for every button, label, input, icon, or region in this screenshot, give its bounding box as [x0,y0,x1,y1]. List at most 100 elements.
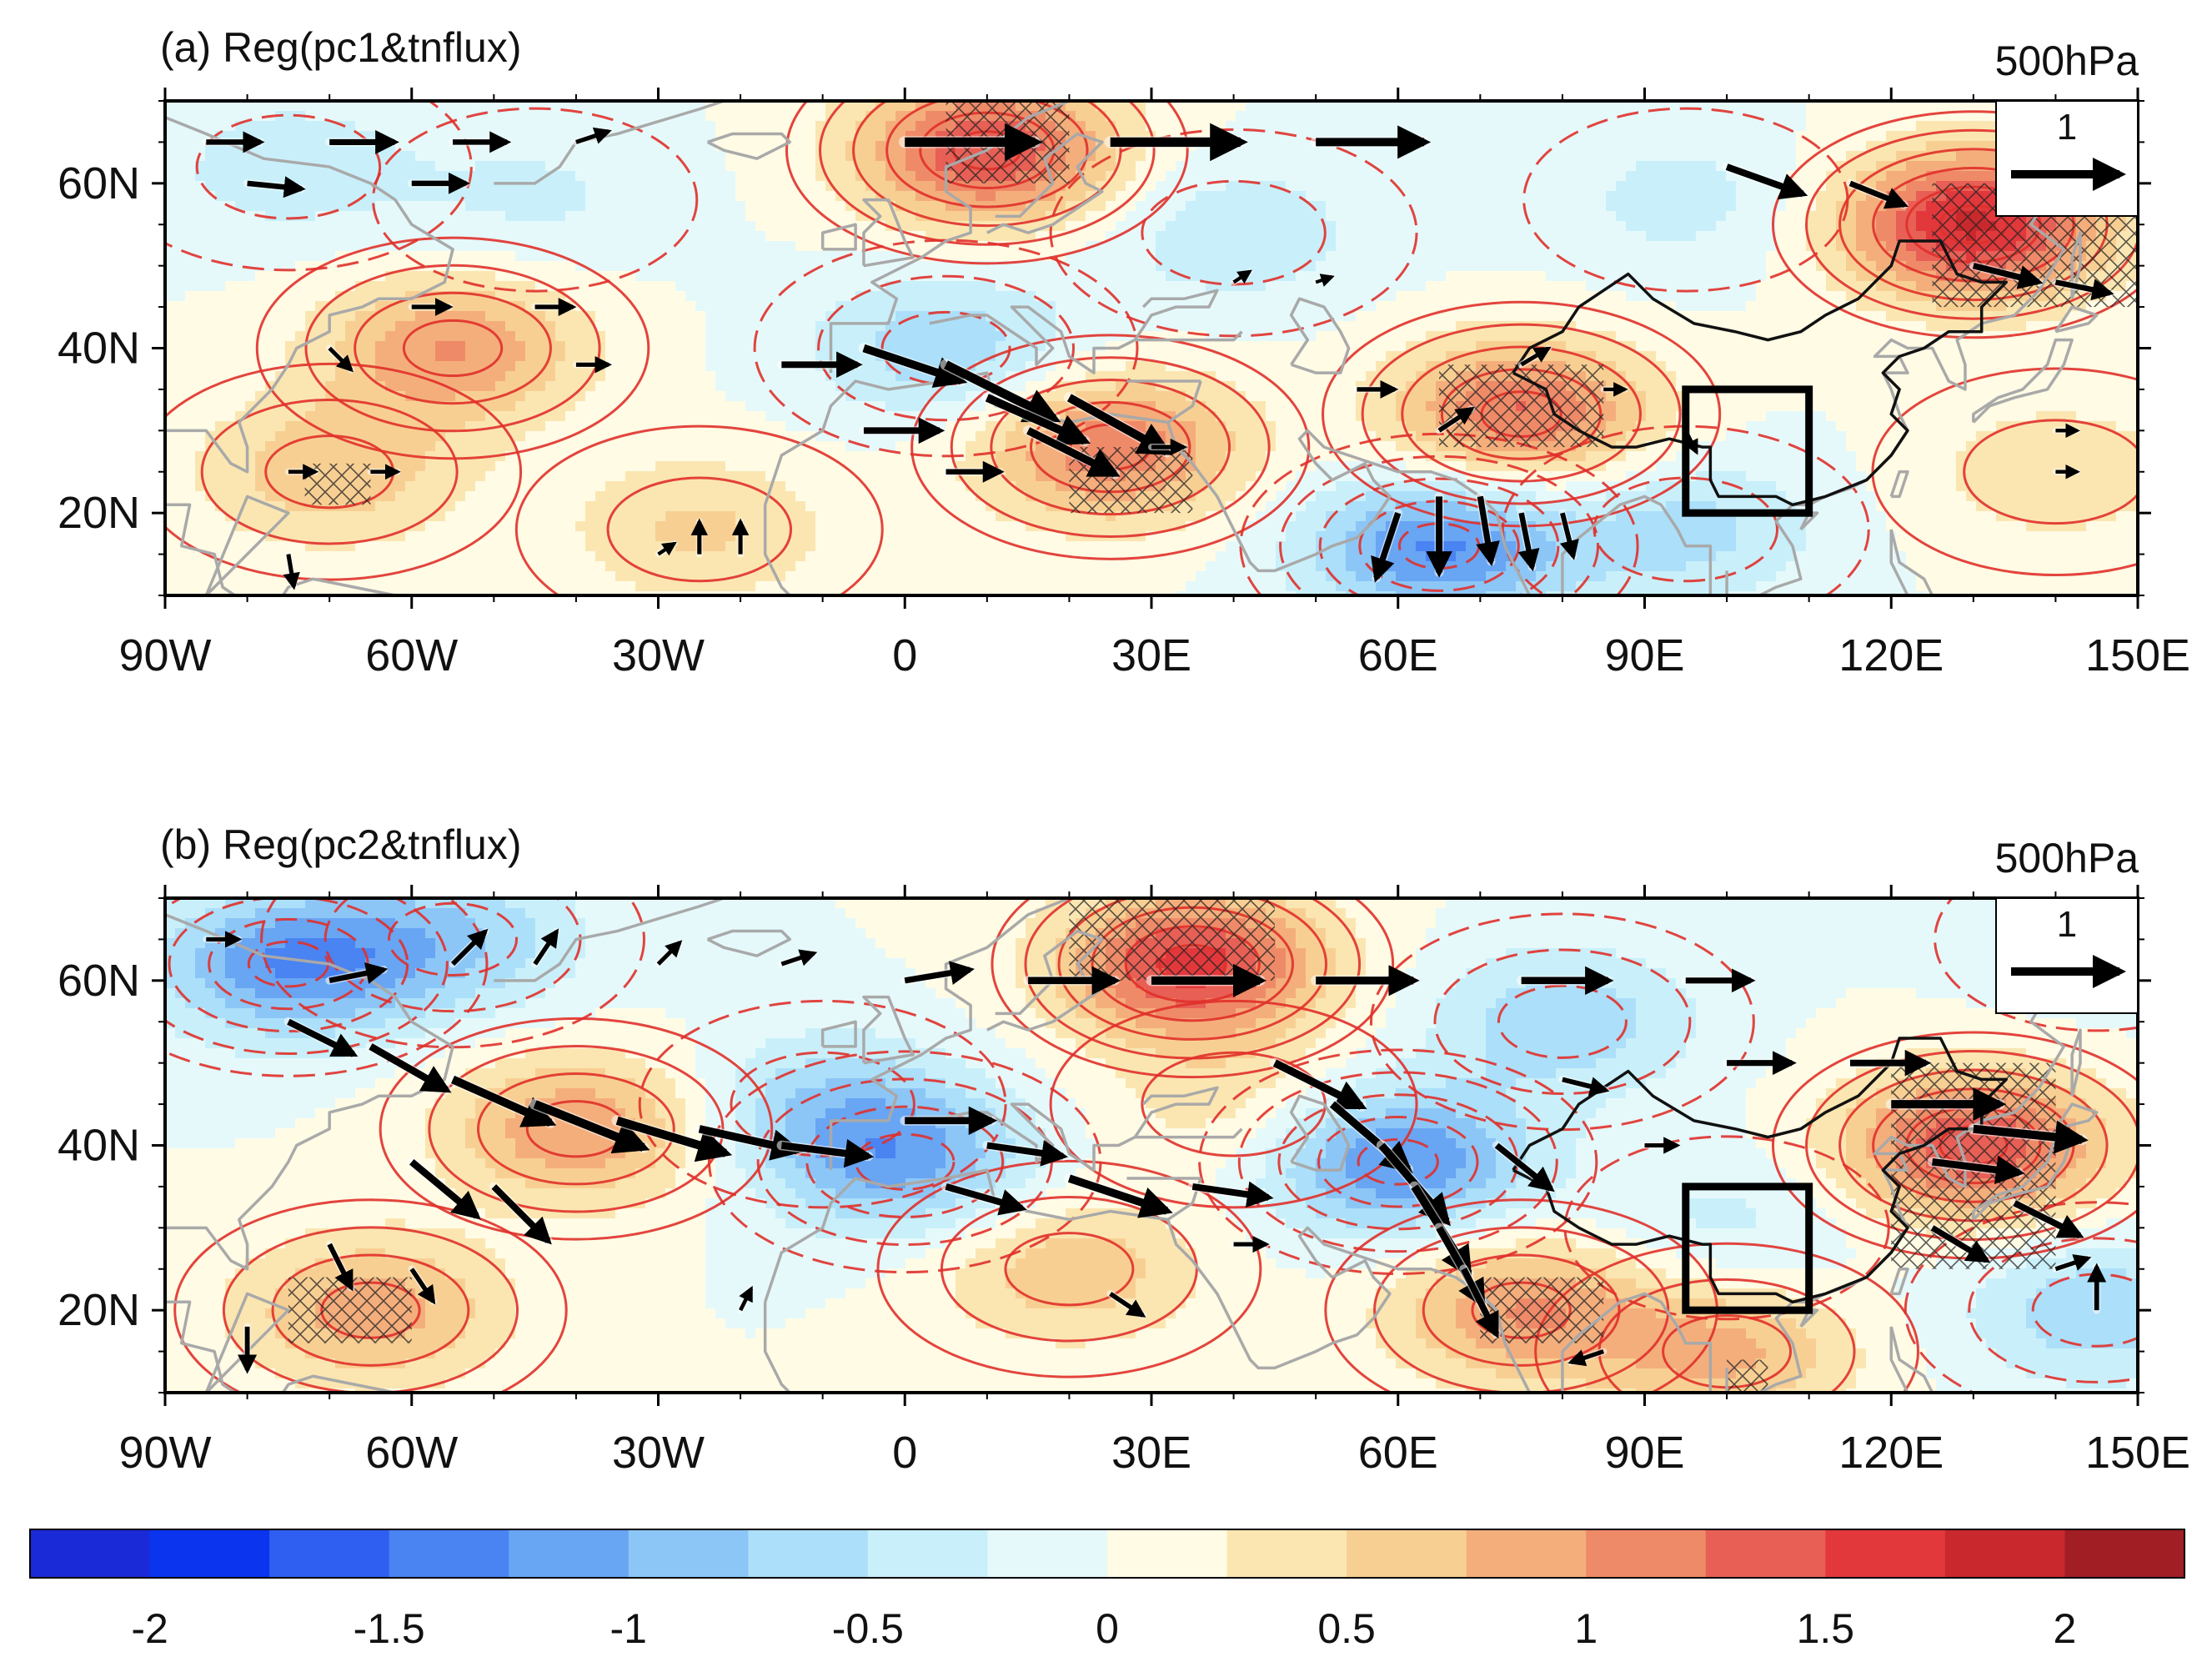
field-cell [1696,281,1707,292]
field-cell [1596,151,1607,162]
field-cell [735,201,746,212]
field-cell [1116,321,1126,332]
field-cell [1846,241,1857,252]
field-cell [1326,101,1337,112]
field-cell [305,131,316,142]
field-cell [1426,211,1437,222]
field-cell [825,141,836,152]
field-cell [1596,231,1607,242]
field-cell [1886,151,1897,162]
field-cell [485,151,496,162]
field-cell [1766,301,1777,312]
field-cell [255,171,266,182]
field-cell [355,341,366,352]
field-cell [1496,261,1507,272]
field-cell [385,341,396,352]
field-cell [325,191,336,202]
field-cell [705,231,716,242]
field-cell [385,221,396,232]
field-cell [1926,141,1937,152]
field-cell [925,291,936,302]
field-cell [215,201,226,212]
field-cell [1556,281,1567,292]
field-cell [1786,111,1797,122]
field-cell [545,201,556,212]
field-cell [986,341,996,352]
field-cell [705,181,716,192]
field-cell [1416,261,1427,272]
field-cell [1306,101,1317,112]
field-cell [775,211,786,222]
field-cell [1586,181,1597,192]
field-cell [265,351,276,362]
field-cell [575,191,586,202]
field-cell [1596,161,1607,172]
field-cell [1466,151,1477,162]
field-cell [1656,191,1667,202]
field-cell [735,141,746,152]
field-cell [1916,141,1927,152]
field-cell [285,151,296,162]
field-cell [465,331,476,342]
field-cell [335,101,346,112]
field-cell [255,201,266,212]
field-cell [535,351,546,362]
field-cell [1766,151,1777,162]
field-cell [615,191,626,202]
field-cell [1796,201,1807,212]
field-cell [1676,221,1687,232]
field-cell [1226,111,1236,122]
field-cell [335,341,346,352]
field-cell [455,231,466,242]
field-cell [1096,141,1106,152]
field-cell [1686,331,1697,342]
field-cell [385,311,396,322]
field-cell [755,191,766,202]
field-cell [915,261,926,272]
field-cell [835,261,846,272]
field-cell [335,241,346,252]
field-cell [425,121,436,132]
field-cell [735,181,746,192]
field-cell [935,321,946,332]
field-cell [1606,291,1617,302]
field-cell [1066,301,1076,312]
field-cell [1436,221,1447,232]
field-cell [415,171,426,182]
field-cell [966,281,976,292]
field-cell [1386,291,1397,302]
field-cell [1886,121,1897,132]
field-cell [1146,111,1156,122]
field-cell [1186,211,1196,222]
field-cell [775,151,786,162]
field-cell [1716,291,1727,302]
field-cell [215,191,226,202]
field-cell [1826,291,1837,302]
field-cell [685,171,696,182]
field-cell [1336,191,1347,202]
field-cell [1976,111,1987,122]
field-cell [1176,281,1186,292]
field-cell [1366,151,1377,162]
field-cell [2016,341,2027,352]
field-cell [1006,231,1016,242]
field-cell [1346,241,1357,252]
field-cell [725,181,736,192]
field-cell [2126,321,2137,332]
field-cell [935,231,946,242]
field-cell [285,251,296,262]
field-cell [555,341,566,352]
field-cell [695,171,706,182]
field-cell [1676,151,1687,162]
field-cell [285,221,296,232]
field-cell [1936,321,1947,332]
field-cell [1346,181,1357,192]
field-cell [1666,141,1677,152]
field-cell [1356,281,1367,292]
field-cell [1576,181,1587,192]
field-cell [355,151,366,162]
field-cell [1286,241,1297,252]
field-cell [1606,211,1617,222]
field-cell [315,271,326,282]
field-cell [1086,171,1096,182]
